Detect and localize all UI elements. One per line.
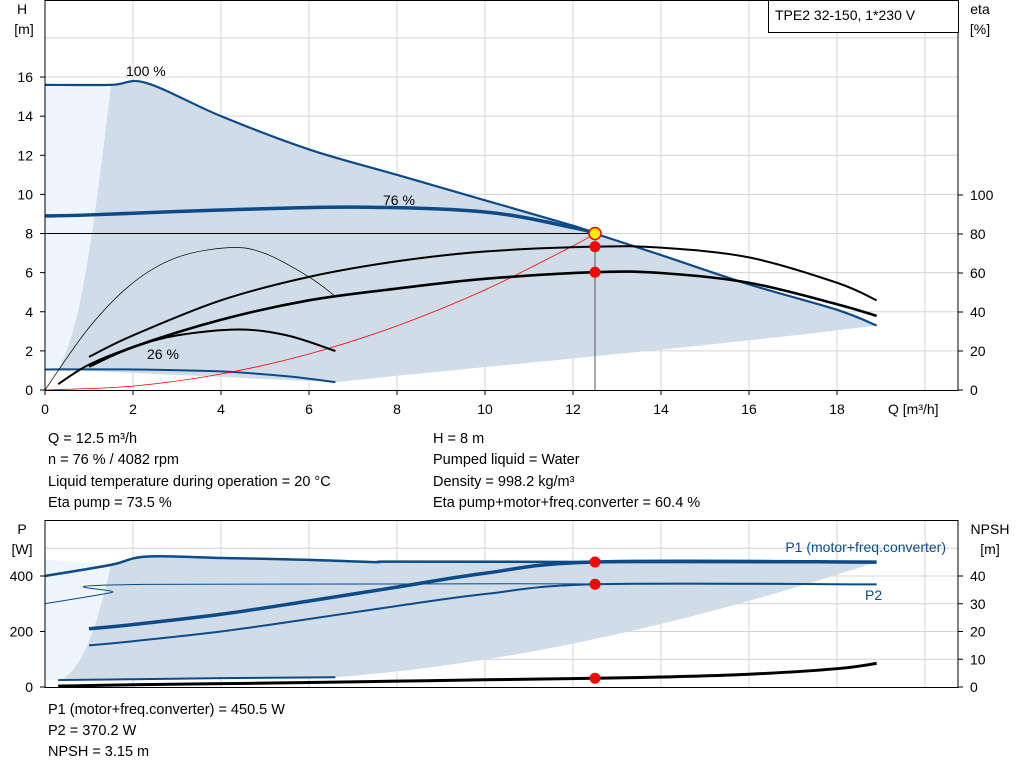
x-tick-label: 0: [41, 401, 49, 417]
info-q: Q = 12.5 m³/h: [48, 431, 138, 447]
curve-p2-76: [88, 582, 877, 647]
y-tick-label: 400: [10, 568, 34, 584]
p2-point: [589, 578, 601, 590]
curve-p1-76: [88, 559, 877, 631]
y-tick-label: 12: [17, 147, 33, 163]
info-eta-total: Eta pump+motor+freq.converter = 60.4 %: [433, 495, 701, 511]
info-liquid: Pumped liquid = Water: [433, 452, 580, 468]
y2-tick-label: 100: [970, 187, 994, 203]
eta-total-point: [589, 266, 601, 278]
y-tick-label: 10: [17, 186, 33, 202]
eta-axis-label: eta: [970, 1, 990, 17]
qh-axes: 0 2 4 6 8 10 12 14 16 0 20 40 60 80 100 0 2 4 6 8 10 12 14 16 18: [17, 0, 994, 417]
legend-p1: P1 (motor+freq.converter): [785, 539, 946, 555]
eta-axis-unit: [%]: [970, 21, 990, 37]
h-axis-label: H: [17, 1, 27, 17]
y-tick-label: 4: [25, 304, 33, 320]
y-tick-label: 6: [25, 265, 33, 281]
curve-h76: [44, 205, 596, 236]
x-tick-label: 12: [565, 401, 581, 417]
curve-h26: [44, 368, 336, 384]
y2-tick-label: 60: [970, 265, 986, 281]
npsh-point: [589, 672, 601, 684]
info-p1: P1 (motor+freq.converter) = 450.5 W: [48, 702, 285, 718]
p-axis-unit: [W]: [12, 541, 33, 557]
info-h: H = 8 m: [433, 431, 485, 447]
x-tick-label: 2: [129, 401, 137, 417]
x-tick-label: 10: [477, 401, 493, 417]
legend-p2: P2: [865, 587, 882, 603]
info-eta-pump: Eta pump = 73.5 %: [48, 495, 172, 511]
y2-tick-label: 30: [970, 596, 986, 612]
power-curves: [44, 554, 877, 688]
curve-system-curve: [44, 233, 596, 391]
npsh-axis-unit: [m]: [980, 541, 999, 557]
p-axis-label: P: [17, 521, 26, 537]
x-tick-label: 16: [741, 401, 757, 417]
qh-curves: [44, 79, 878, 391]
curve-npsh: [58, 661, 877, 688]
annotation-76: 76 %: [383, 192, 415, 208]
info-density: Density = 998.2 kg/m³: [433, 474, 575, 490]
x-tick-label: 4: [217, 401, 225, 417]
info-p2: P2 = 370.2 W: [48, 723, 137, 739]
curve-eta-pump-low: [44, 247, 336, 391]
y-tick-label: 14: [17, 108, 33, 124]
curve-eta-26: [57, 328, 336, 385]
annotation-100: 100 %: [126, 63, 166, 79]
power-axes: 0 200 400 0 10 20 30 40: [10, 520, 986, 695]
npsh-axis-label: NPSH: [971, 521, 1010, 537]
operating-range-area: [58, 556, 877, 681]
curve-eta-pump: [88, 245, 878, 358]
y2-tick-label: 10: [970, 651, 986, 667]
y2-tick-label: 20: [970, 624, 986, 640]
y-tick-label: 2: [25, 343, 33, 359]
curve-p1-26: [58, 676, 336, 682]
x-tick-label: 14: [653, 401, 669, 417]
y-tick-label: 0: [25, 382, 33, 398]
curve-eta-total: [88, 270, 877, 368]
y2-tick-label: 40: [970, 304, 986, 320]
title-box: [768, 0, 959, 33]
x-tick-label: 6: [305, 401, 313, 417]
y-tick-label: 200: [10, 624, 34, 640]
title-box-text: TPE2 32-150, 1*230 V: [775, 7, 916, 23]
info-temp: Liquid temperature during operation = 20…: [48, 474, 331, 490]
x-tick-label: 18: [829, 401, 845, 417]
annotation-26: 26 %: [147, 346, 179, 362]
h-axis-unit: [m]: [14, 21, 33, 37]
low-flow-region: [45, 559, 111, 681]
duty-point: [588, 226, 602, 241]
y2-tick-label: 20: [970, 343, 986, 359]
y-tick-label: 8: [25, 226, 33, 242]
y2-tick-label: 40: [970, 568, 986, 584]
p1-point: [589, 556, 601, 568]
power-operating-range: [45, 556, 877, 681]
curve-h100: [44, 79, 878, 327]
y-tick-label: 0: [25, 679, 33, 695]
y2-tick-label: 0: [970, 382, 978, 398]
operating-range-area: [58, 80, 877, 383]
y2-tick-label: 80: [970, 226, 986, 242]
y-tick-label: 16: [17, 69, 33, 85]
low-flow-region: [45, 84, 111, 370]
y2-tick-label: 0: [970, 679, 978, 695]
info-speed: n = 76 % / 4082 rpm: [48, 452, 179, 468]
info-npsh: NPSH = 3.15 m: [48, 744, 150, 760]
x-tick-label: 8: [393, 401, 401, 417]
eta-pump-point: [589, 241, 601, 253]
qh-operating-range: [45, 80, 877, 383]
q-axis-label: Q [m³/h]: [888, 401, 939, 417]
